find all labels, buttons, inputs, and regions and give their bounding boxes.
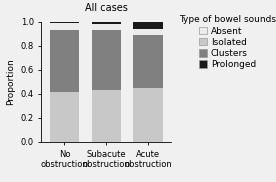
Bar — [50, 23, 79, 30]
Bar — [134, 22, 163, 29]
Bar — [92, 24, 121, 30]
Text: All cases: All cases — [85, 3, 128, 13]
Bar — [134, 29, 163, 35]
Bar — [92, 22, 121, 24]
Bar — [92, 90, 121, 142]
Y-axis label: Proportion: Proportion — [6, 59, 15, 105]
Bar — [50, 92, 79, 142]
Bar — [92, 30, 121, 90]
Bar — [50, 22, 79, 23]
Legend: Absent, Isolated, Clusters, Prolonged: Absent, Isolated, Clusters, Prolonged — [178, 14, 276, 70]
Bar — [134, 35, 163, 88]
Bar — [134, 88, 163, 142]
Bar — [50, 30, 79, 92]
